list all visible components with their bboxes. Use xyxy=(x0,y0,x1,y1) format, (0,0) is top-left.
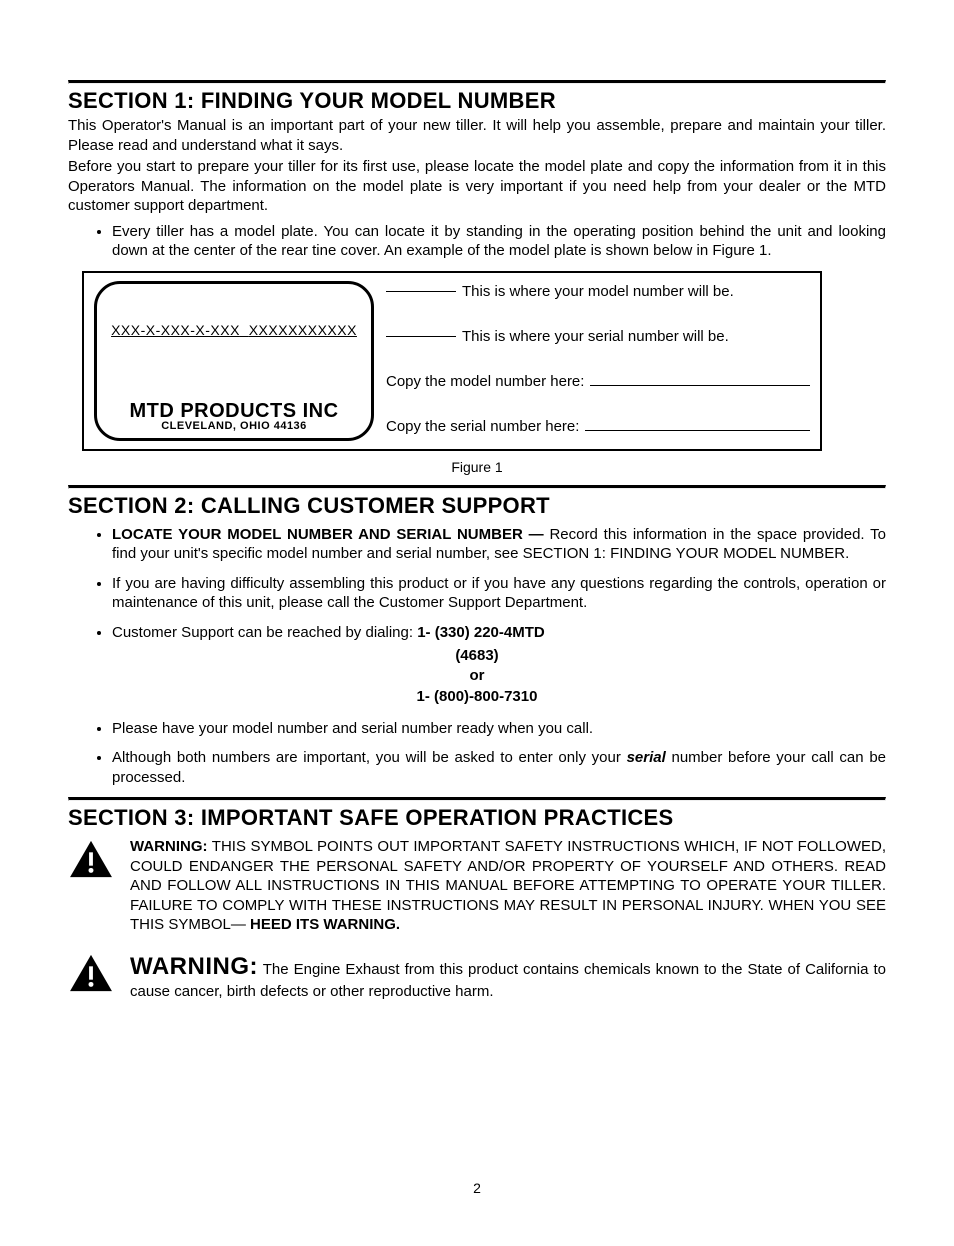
warning-2-text: WARNING: The Engine Exhaust from this pr… xyxy=(130,951,886,1002)
section2-b5a: Although both numbers are important, you… xyxy=(112,749,627,766)
section1-p2: Before you start to prepare your tiller … xyxy=(68,157,886,216)
section2-bullets-2: Please have your model number and serial… xyxy=(68,719,886,788)
warning-1: WARNING: THIS SYMBOL POINTS OUT IMPORTAN… xyxy=(68,837,886,935)
plate-codes: XXX-X-XXX-X-XXX XXXXXXXXXXX xyxy=(107,322,361,338)
warning-1-tail: HEED ITS WARNING. xyxy=(250,916,400,933)
section2-bullet4: Please have your model number and serial… xyxy=(112,719,886,739)
plate-copy-serial-label: Copy the serial number here: xyxy=(386,418,579,435)
model-plate-badge-wrap: XXX-X-XXX-X-XXX XXXXXXXXXXX MTD PRODUCTS… xyxy=(94,281,374,441)
plate-note-model: This is where your model number will be. xyxy=(386,283,810,300)
warning-1-body: THIS SYMBOL POINTS OUT IMPORTANT SAFETY … xyxy=(130,838,886,933)
plate-copy-model-label: Copy the model number here: xyxy=(386,373,584,390)
section2-bullet3: Customer Support can be reached by diali… xyxy=(112,623,886,643)
plate-copy-serial-line xyxy=(585,418,810,431)
divider xyxy=(68,485,886,489)
figure1-caption: Figure 1 xyxy=(68,459,886,475)
plate-copy-serial-row: Copy the serial number here: xyxy=(386,418,810,435)
model-plate-badge: XXX-X-XXX-X-XXX XXXXXXXXXXX MTD PRODUCTS… xyxy=(94,281,374,441)
warning-triangle-icon xyxy=(68,837,116,935)
section1-bullet1: Every tiller has a model plate. You can … xyxy=(112,222,886,261)
plate-copy-model-line xyxy=(590,373,810,386)
section1-heading: SECTION 1: FINDING YOUR MODEL NUMBER xyxy=(68,88,886,114)
warning-1-label: WARNING: xyxy=(130,838,208,855)
phone-paren: (4683) xyxy=(68,646,886,666)
section3-heading: SECTION 3: IMPORTANT SAFE OPERATION PRAC… xyxy=(68,805,886,831)
plate-code-serial: XXXXXXXXXXX xyxy=(249,322,357,338)
plate-brand-sub: CLEVELAND, OHIO 44136 xyxy=(107,421,361,432)
phone-1: 1- (330) 220-4MTD xyxy=(417,624,545,641)
plate-notes: This is where your model number will be.… xyxy=(386,281,810,441)
page-number: 2 xyxy=(0,1180,954,1196)
plate-code-model: XXX-X-XXX-X-XXX xyxy=(111,322,240,338)
section2-b1-lead: LOCATE YOUR MODEL NUMBER AND SERIAL NUMB… xyxy=(112,526,544,543)
warning-1-text: WARNING: THIS SYMBOL POINTS OUT IMPORTAN… xyxy=(130,837,886,935)
phone-or: or xyxy=(68,666,886,686)
plate-brand-name: MTD PRODUCTS INC xyxy=(107,401,361,421)
section2-heading: SECTION 2: CALLING CUSTOMER SUPPORT xyxy=(68,493,886,519)
plate-note-serial: This is where your serial number will be… xyxy=(386,328,810,345)
plate-brand: MTD PRODUCTS INC CLEVELAND, OHIO 44136 xyxy=(107,401,361,432)
section2-b3-lead: Customer Support can be reached by diali… xyxy=(112,624,417,641)
section2-bullet1: LOCATE YOUR MODEL NUMBER AND SERIAL NUMB… xyxy=(112,525,886,564)
manual-page: SECTION 1: FINDING YOUR MODEL NUMBER Thi… xyxy=(0,0,954,1246)
warning-triangle-icon xyxy=(68,951,116,1002)
divider xyxy=(68,80,886,84)
section2-bullet5: Although both numbers are important, you… xyxy=(112,748,886,787)
plate-copy-model-row: Copy the model number here: xyxy=(386,373,810,390)
section2-bullet2: If you are having difficulty assembling … xyxy=(112,574,886,613)
divider xyxy=(68,797,886,801)
model-plate-figure: XXX-X-XXX-X-XXX XXXXXXXXXXX MTD PRODUCTS… xyxy=(82,271,822,451)
phone-block: (4683) or 1- (800)-800-7310 xyxy=(68,646,886,707)
section2-bullets: LOCATE YOUR MODEL NUMBER AND SERIAL NUMB… xyxy=(68,525,886,643)
section2-b5-serial: serial xyxy=(627,749,666,766)
phone-2: 1- (800)-800-7310 xyxy=(68,687,886,707)
warning-2: WARNING: The Engine Exhaust from this pr… xyxy=(68,951,886,1002)
section1-p1: This Operator's Manual is an important p… xyxy=(68,116,886,155)
section1-bullets: Every tiller has a model plate. You can … xyxy=(68,222,886,261)
warning-2-label: WARNING: xyxy=(130,953,258,980)
